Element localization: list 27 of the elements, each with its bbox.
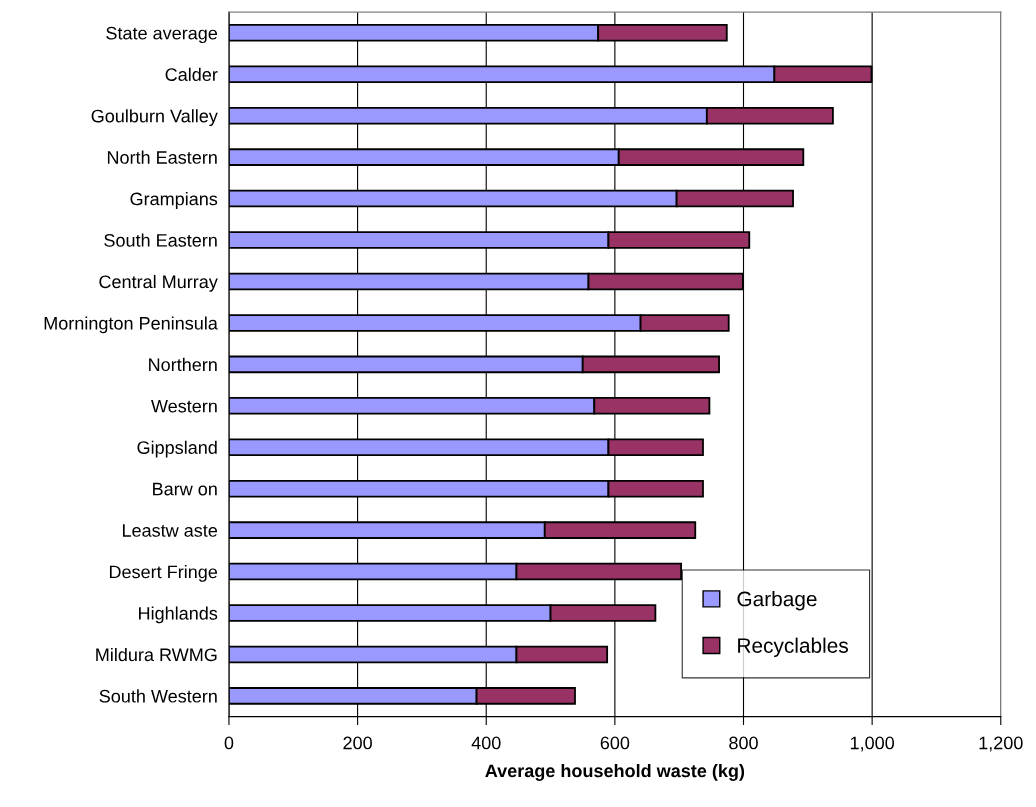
y-tick-label: Barw on xyxy=(153,482,217,496)
y-tick-label: Leastw aste xyxy=(122,524,218,537)
x-tick-label: 0 xyxy=(224,736,234,750)
y-tick-label: Mornington Peninsula xyxy=(44,316,218,334)
y-tick-label: South Western xyxy=(99,689,217,703)
x-tick-label: 1,200 xyxy=(979,736,1023,752)
legend-label: Recyclables xyxy=(738,637,848,658)
y-tick-label: Northern xyxy=(149,357,217,372)
y-tick-label: State average xyxy=(106,26,218,44)
y-tick-label: Grampians xyxy=(130,192,218,209)
x-tick-label: 800 xyxy=(729,736,758,750)
y-tick-label: Central Murray xyxy=(99,274,218,292)
y-tick-label: South Eastern xyxy=(104,233,217,247)
x-tick-label: 600 xyxy=(600,736,630,750)
y-tick-label: Western xyxy=(151,399,217,413)
y-tick-label: Mildura RWMG xyxy=(96,647,217,662)
y-tick-label: Calder xyxy=(165,67,218,81)
x-tick-label: 400 xyxy=(471,736,501,750)
y-tick-label: Goulburn Valley xyxy=(91,109,218,126)
y-tick-label: North Eastern xyxy=(107,150,217,164)
y-tick-label: Highlands xyxy=(139,606,218,624)
y-tick-label: Gippsland xyxy=(137,440,217,458)
legend-label: Garbage xyxy=(737,591,817,611)
x-tick-label: 1,000 xyxy=(850,736,895,752)
x-axis-title: Average household waste (kg) xyxy=(485,764,745,781)
y-tick-label: Desert Fringe xyxy=(109,565,218,582)
x-tick-label: 200 xyxy=(343,736,372,750)
